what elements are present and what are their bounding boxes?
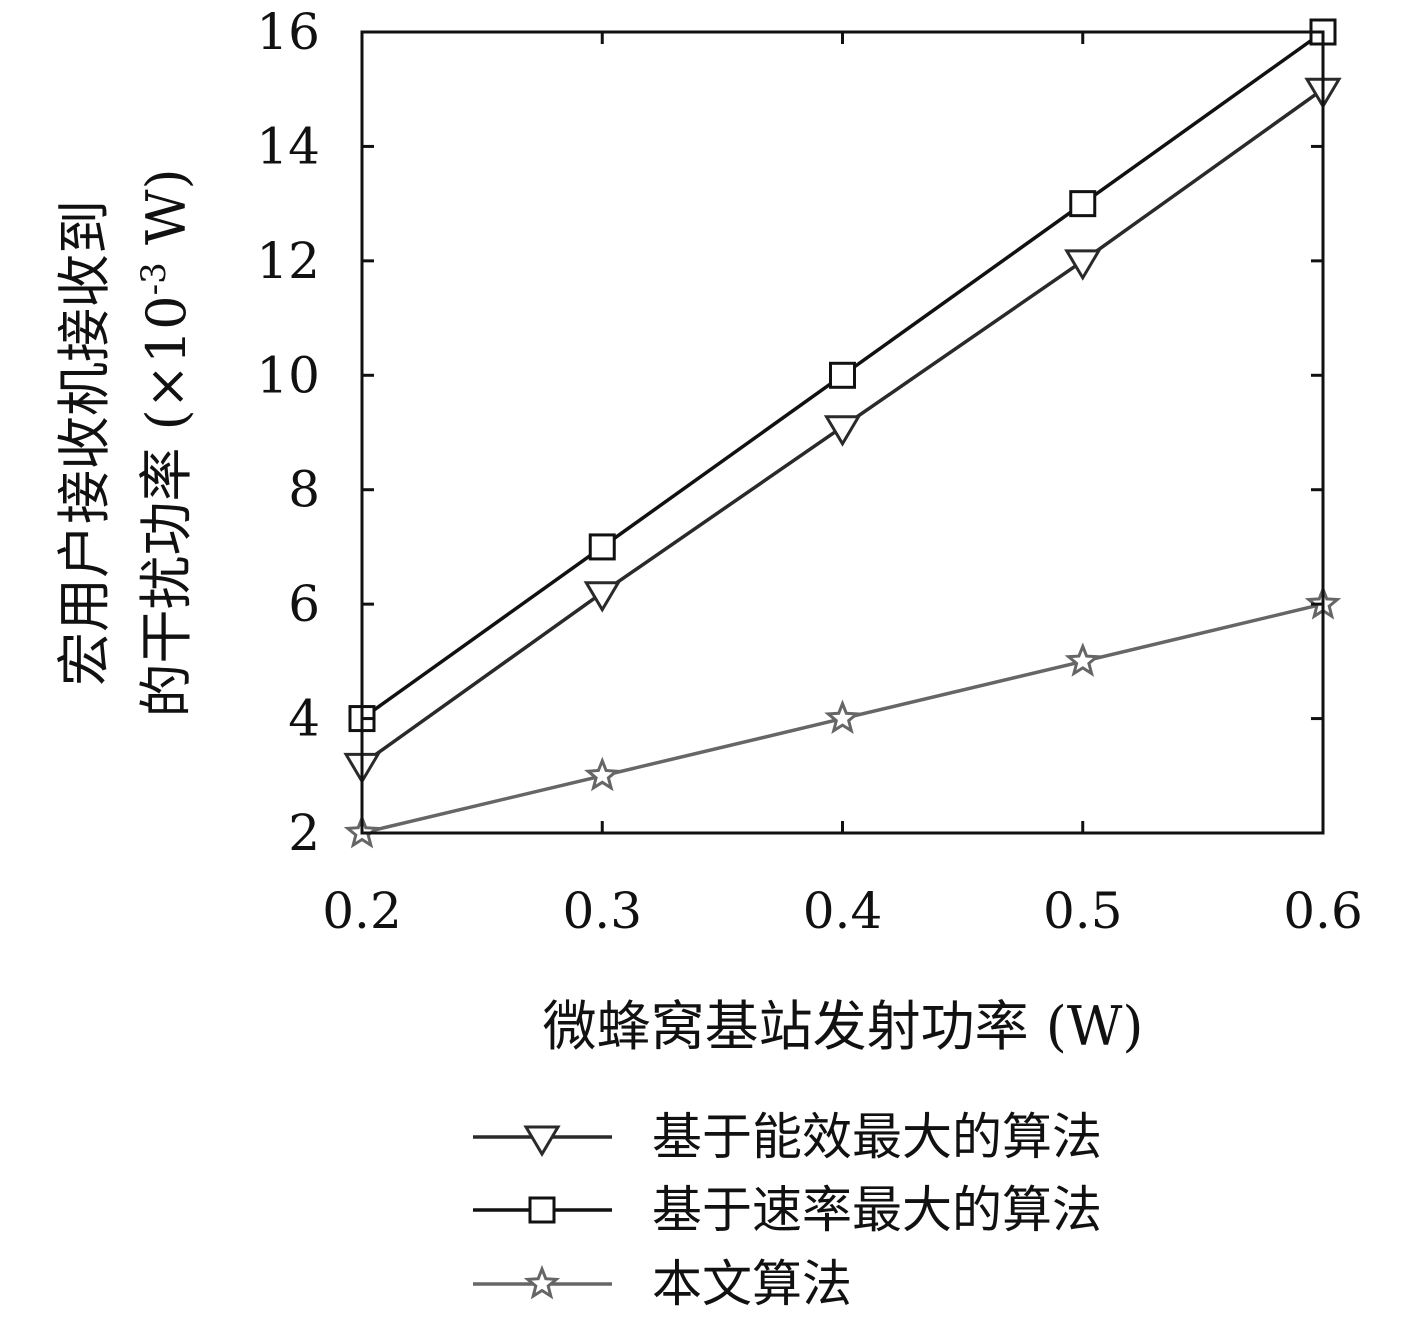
legend-item: 基于能效最大的算法 [473,1108,1102,1166]
legend-marker-triangle-down [523,1125,561,1157]
y-axis-title-unit: W) [135,168,198,262]
y-tick-label: 4 [288,690,320,748]
series-1 [343,77,1342,785]
y-axis-title-exponent: -3 [134,262,174,295]
data-point-square [588,533,616,561]
y-tick-label: 12 [256,232,320,290]
x-tick-label: 0.2 [322,882,402,940]
legend-marker-square [528,1196,556,1224]
legend-label: 基于能效最大的算法 [652,1108,1102,1166]
axis-layer: 0.2 0.3 0.4 0.5 0.6 2 4 6 8 10 12 14 16 [256,3,1362,940]
data-point-star [824,699,861,735]
x-tick-label: 0.4 [803,882,883,940]
y-tick-label: 16 [256,3,320,61]
y-tick-label: 10 [256,346,320,404]
x-tick-label: 0.3 [562,882,642,940]
y-tick-label: 14 [256,117,320,175]
y-tick-label: 8 [288,461,320,519]
legend-item: 基于速率最大的算法 [473,1181,1102,1239]
series-2 [348,18,1337,733]
y-axis-title-line2: 的干扰功率 (×10-3 W) [134,168,198,717]
x-tick-label: 0.5 [1043,882,1123,940]
y-axis-title-line1: 宏用户接收机接收到 [53,200,116,686]
x-axis-title: 微蜂窝基站发射功率 (W) [543,995,1144,1058]
data-point-star [1064,642,1101,677]
y-tick-label: 2 [288,804,320,862]
data-point-triangle-down [823,415,862,447]
data-point-triangle-down [1064,249,1102,281]
y-axis-title: 宏用户接收机接收到 的干扰功率 (×10-3 W) [53,168,198,717]
legend-label: 本文算法 [652,1255,852,1313]
data-point-square [1069,190,1097,218]
series-3 [343,584,1342,849]
plot-layer [343,18,1342,849]
x-tick-label: 0.6 [1283,882,1363,940]
y-axis-title-main: 的干扰功率 (×10 [135,295,198,717]
data-point-star [584,756,621,792]
data-point-triangle-down [583,581,621,613]
legend-label: 基于速率最大的算法 [652,1181,1102,1239]
legend-marker-star [523,1264,561,1300]
y-tick-label: 6 [288,575,320,633]
data-point-square [829,361,856,389]
legend-item: 本文算法 [473,1255,852,1313]
